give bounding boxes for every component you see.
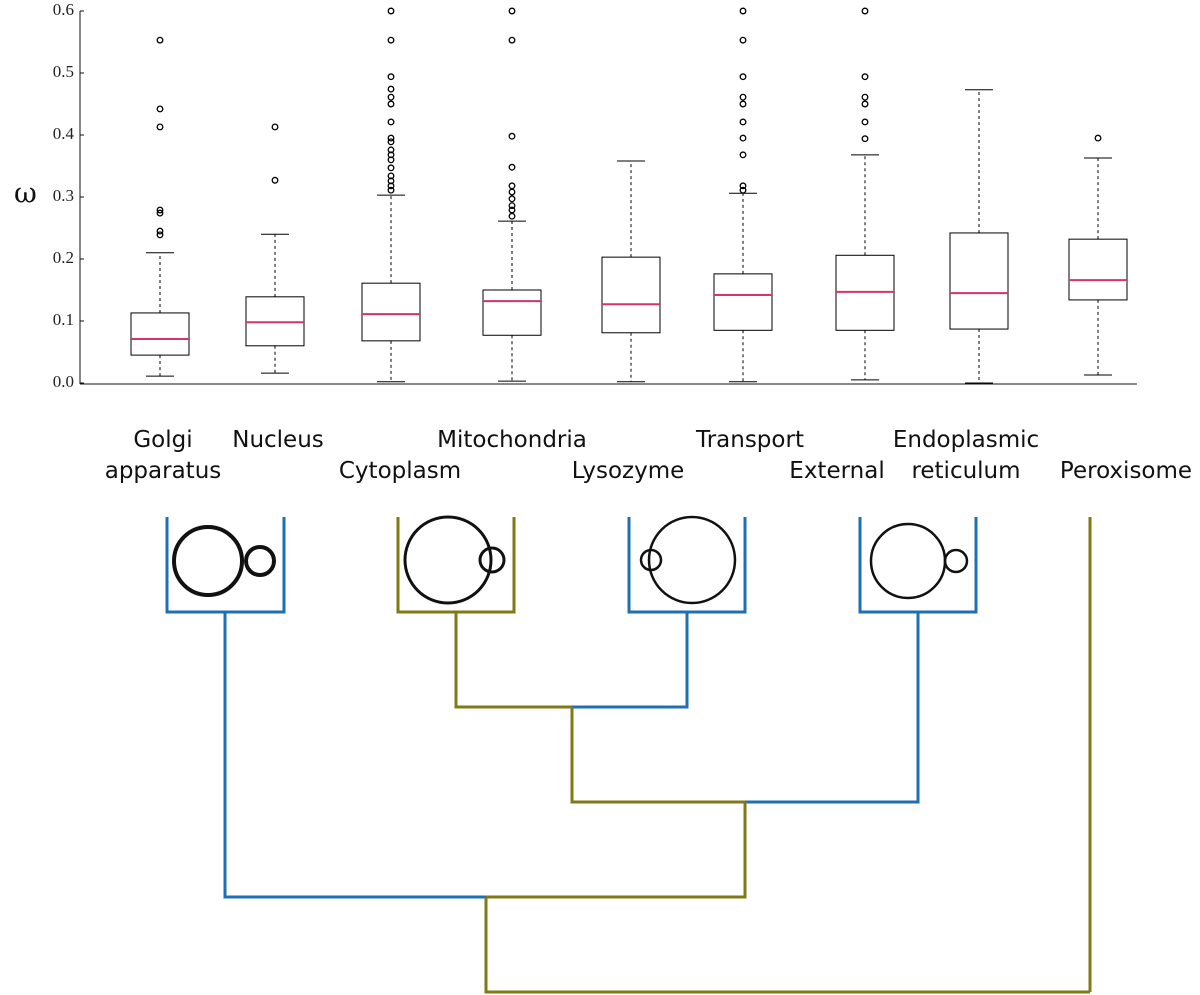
organelle-icon <box>478 546 506 574</box>
outlier <box>387 85 395 93</box>
outlier <box>156 36 164 44</box>
box <box>482 289 542 336</box>
outlier <box>156 209 164 217</box>
y-tick-label: 0.2 <box>53 248 74 267</box>
outlier <box>387 118 395 126</box>
y-tick-label: 0.1 <box>53 310 74 329</box>
outlier <box>387 156 395 164</box>
branch <box>572 612 689 709</box>
branch <box>745 612 920 804</box>
category-label: Golgi apparatus <box>104 427 222 484</box>
outlier <box>508 36 516 44</box>
y-tick-label: 0.5 <box>53 62 74 81</box>
dendrogram <box>165 515 1092 994</box>
outlier <box>156 231 164 239</box>
outlier <box>739 93 747 101</box>
outlier <box>387 182 395 190</box>
outlier <box>156 123 164 131</box>
outlier <box>1094 134 1102 142</box>
outlier <box>387 36 395 44</box>
outlier <box>156 105 164 113</box>
branch <box>454 612 572 709</box>
outlier <box>156 206 164 214</box>
box <box>601 256 661 334</box>
outlier <box>861 135 869 143</box>
organelle-icon <box>943 548 969 574</box>
y-axis-label: ω <box>14 177 37 210</box>
outlier <box>861 100 869 108</box>
category-label: Cytoplasm <box>338 458 462 484</box>
category-label: Mitochondria <box>437 427 587 453</box>
box <box>949 232 1009 330</box>
outlier <box>387 138 395 146</box>
plot-area: 0.0 0.1 0.2 0.3 0.4 0.5 0.6 <box>53 0 1128 391</box>
box <box>361 282 421 342</box>
branch <box>486 802 747 899</box>
outlier <box>387 73 395 81</box>
organelle-icon <box>403 515 493 605</box>
category-label: Nucleus <box>232 427 324 453</box>
organelle-icon <box>869 522 947 600</box>
outlier <box>387 7 395 15</box>
category-label: Endoplasmic reticulum <box>892 427 1040 484</box>
outlier <box>508 132 516 140</box>
outlier <box>387 100 395 108</box>
outlier <box>508 7 516 15</box>
outlier <box>508 212 516 220</box>
box <box>130 312 190 356</box>
outlier <box>739 151 747 159</box>
outlier <box>508 202 516 210</box>
category-label: External <box>789 458 885 484</box>
leaf-bracket <box>627 517 747 614</box>
outlier <box>508 195 516 203</box>
outlier <box>861 93 869 101</box>
outlier <box>739 100 747 108</box>
outlier <box>739 73 747 81</box>
organelle-icon <box>244 545 276 577</box>
branch <box>570 707 745 804</box>
outlier <box>508 188 516 196</box>
outlier <box>739 36 747 44</box>
outlier <box>739 118 747 126</box>
outlier <box>861 7 869 15</box>
category-label: Lysozyme <box>571 458 685 484</box>
outlier <box>271 123 279 131</box>
organelle-icon <box>647 515 737 605</box>
outlier <box>387 186 395 194</box>
outlier <box>739 186 747 194</box>
y-tick-label: 0.4 <box>53 124 75 143</box>
outlier <box>861 118 869 126</box>
category-label: Transport <box>696 427 804 453</box>
organelle-icon <box>172 525 244 597</box>
category-label: Peroxisome <box>1059 458 1193 484</box>
outlier <box>739 182 747 190</box>
outlier <box>739 7 747 15</box>
outlier <box>508 182 516 190</box>
y-tick-label: 0.0 <box>53 372 74 391</box>
organelle-icon <box>639 548 663 572</box>
y-tick-label: 0.6 <box>53 0 74 19</box>
box <box>1068 238 1128 301</box>
y-tick-label: 0.3 <box>53 186 74 205</box>
outlier <box>861 73 869 81</box>
outlier <box>156 227 164 235</box>
outlier <box>387 164 395 172</box>
outlier <box>508 163 516 171</box>
outlier <box>387 134 395 142</box>
box <box>713 273 773 331</box>
branch <box>223 612 486 899</box>
outlier <box>387 93 395 101</box>
branch <box>484 897 1090 994</box>
outlier <box>739 134 747 142</box>
outlier <box>271 176 279 184</box>
